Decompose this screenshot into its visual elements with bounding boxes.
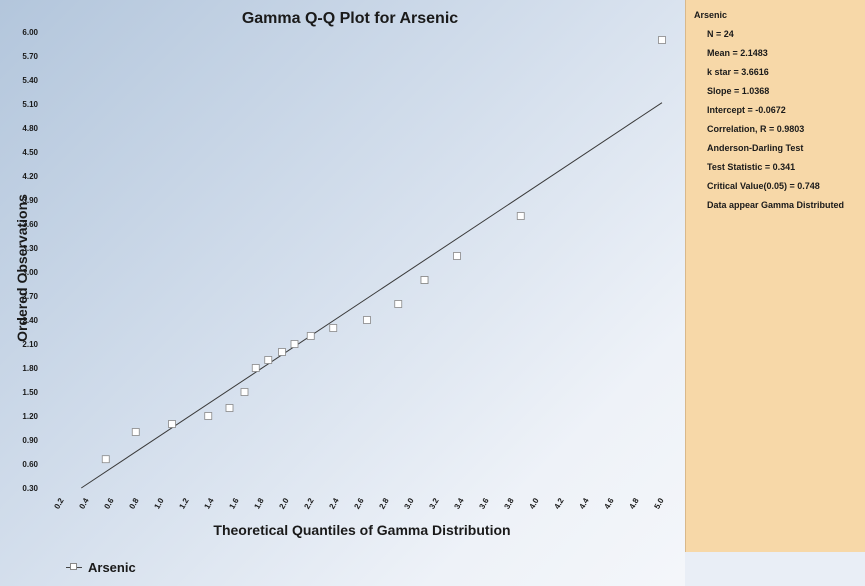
x-tick-label: 0.6 — [102, 496, 116, 511]
x-axis-label: Theoretical Quantiles of Gamma Distribut… — [213, 522, 510, 538]
plot-area: Gamma Q-Q Plot for Arsenic Ordered Obser… — [0, 0, 685, 586]
data-point — [252, 365, 259, 372]
x-tick-label: 4.4 — [577, 496, 591, 511]
data-point — [517, 213, 524, 220]
x-tick-label: 0.4 — [77, 496, 91, 511]
x-tick-label: 4.2 — [552, 496, 566, 511]
data-points — [102, 37, 665, 463]
y-tick-label: 3.30 — [22, 244, 38, 253]
y-tick-label: 4.20 — [22, 172, 38, 181]
data-point — [421, 277, 428, 284]
y-tick-label: 3.60 — [22, 220, 38, 229]
x-tick-label: 2.0 — [277, 496, 291, 511]
x-tick-label: 3.8 — [502, 496, 516, 511]
data-point — [265, 357, 272, 364]
y-tick-label: 5.70 — [22, 52, 38, 61]
y-tick-label: 2.40 — [22, 316, 38, 325]
x-tick-labels: 0.2 0.4 0.6 0.8 1.0 1.2 1.4 1.6 1.8 2.0 2.2 2.4 2.6 2… — [52, 496, 666, 511]
y-tick-label: 4.80 — [22, 124, 38, 133]
x-tick-label: 3.0 — [402, 496, 416, 511]
data-point — [307, 333, 314, 340]
x-tick-label: 4.6 — [602, 496, 616, 511]
statistics-panel: Arsenic N = 24 Mean = 2.1483 k star = 3.… — [685, 0, 865, 552]
gamma-qq-chart: Gamma Q-Q Plot for Arsenic Ordered Obser… — [0, 0, 685, 586]
stats-line-correlation: Correlation, R = 0.9803 — [707, 124, 804, 134]
y-tick-label: 5.40 — [22, 76, 38, 85]
data-point — [102, 456, 109, 463]
data-point — [205, 413, 212, 420]
x-tick-label: 1.2 — [177, 496, 191, 511]
x-tick-label: 3.6 — [477, 496, 491, 511]
stats-line-test-statistic: Test Statistic = 0.341 — [707, 162, 795, 172]
data-point — [132, 429, 139, 436]
data-point — [659, 37, 666, 44]
stats-line-kstar: k star = 3.6616 — [707, 67, 769, 77]
stats-title: Arsenic — [694, 10, 727, 20]
stats-line-critical-value: Critical Value(0.05) = 0.748 — [707, 181, 820, 191]
stats-line-slope: Slope = 1.0368 — [707, 86, 769, 96]
x-tick-label: 4.8 — [627, 496, 641, 511]
y-tick-label: 1.20 — [22, 412, 38, 421]
x-tick-label: 1.4 — [202, 496, 216, 511]
legend-label: Arsenic — [88, 560, 136, 575]
stats-line-intercept: Intercept = -0.0672 — [707, 105, 786, 115]
y-tick-label: 0.60 — [22, 460, 38, 469]
data-point — [226, 405, 233, 412]
stats-line-conclusion: Data appear Gamma Distributed — [707, 200, 844, 210]
x-tick-label: 1.6 — [227, 496, 241, 511]
x-tick-label: 2.8 — [377, 496, 391, 511]
y-tick-label: 3.90 — [22, 196, 38, 205]
x-tick-label: 3.4 — [452, 496, 466, 511]
stats-line-test-name: Anderson-Darling Test — [707, 143, 803, 153]
legend-marker-icon — [66, 561, 82, 573]
fit-line-group — [81, 103, 662, 488]
x-tick-label: 0.2 — [52, 496, 66, 511]
data-point — [330, 325, 337, 332]
y-tick-label: 1.80 — [22, 364, 38, 373]
data-point — [169, 421, 176, 428]
y-tick-label: 5.10 — [22, 100, 38, 109]
x-tick-label: 1.0 — [152, 496, 166, 511]
regression-line — [81, 103, 662, 488]
data-point — [364, 317, 371, 324]
x-tick-label: 2.2 — [302, 496, 316, 511]
x-tick-label: 3.2 — [427, 496, 441, 511]
y-tick-label: 2.70 — [22, 292, 38, 301]
x-tick-label: 4.0 — [527, 496, 541, 511]
data-point — [395, 301, 402, 308]
data-point — [279, 349, 286, 356]
y-tick-label: 3.00 — [22, 268, 38, 277]
chart-title: Gamma Q-Q Plot for Arsenic — [242, 10, 458, 27]
stats-line-mean: Mean = 2.1483 — [707, 48, 768, 58]
data-point — [291, 341, 298, 348]
y-tick-label: 0.90 — [22, 436, 38, 445]
stats-line-n: N = 24 — [707, 29, 734, 39]
data-point — [454, 253, 461, 260]
x-tick-label: 2.6 — [352, 496, 366, 511]
legend: Arsenic — [66, 558, 136, 576]
x-tick-label: 1.8 — [252, 496, 266, 511]
y-tick-label: 4.50 — [22, 148, 38, 157]
y-tick-label: 1.50 — [22, 388, 38, 397]
x-tick-label: 5.0 — [652, 496, 666, 511]
x-tick-label: 2.4 — [327, 496, 341, 511]
x-tick-label: 0.8 — [127, 496, 141, 511]
y-tick-label: 6.00 — [22, 28, 38, 37]
data-point — [241, 389, 248, 396]
y-tick-label: 2.10 — [22, 340, 38, 349]
y-tick-label: 0.30 — [22, 484, 38, 493]
